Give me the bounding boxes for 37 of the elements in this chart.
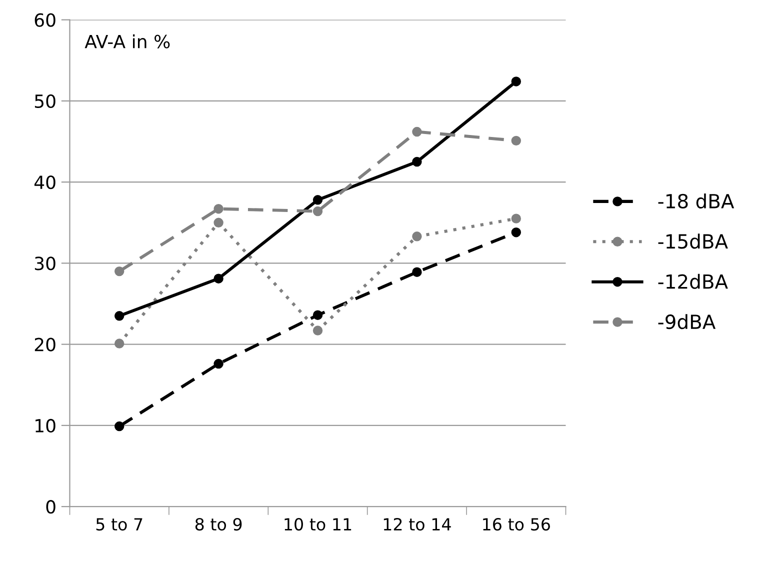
legend-label: -18 dBA [658,193,734,209]
point [114,338,124,348]
point [312,195,323,205]
point [511,228,522,238]
point [511,214,522,224]
point [114,421,124,432]
point [214,274,224,284]
x-tick-label: 16 to 56 [483,518,550,531]
x-tick-label: 12 to 14 [384,518,451,531]
legend-label: -15dBA [658,234,728,249]
y-tick-label: 0 [46,500,56,514]
legend-label: -9dBA [658,314,716,330]
point [312,206,323,216]
y-tick-label: 10 [36,418,56,433]
point [412,126,422,137]
x-tick-label: 5 to 7 [96,518,142,531]
y-tick-label: 20 [34,338,56,352]
x-tick-label: 10 to 11 [284,518,352,531]
point [214,218,224,228]
legend-label: -12dBA [658,274,728,289]
point [312,326,323,336]
y-tick-label: 40 [34,176,56,190]
point [412,156,422,167]
annotation: AV-A in % [84,34,170,48]
point [412,267,422,277]
y-tick-label: 50 [34,94,56,108]
x-tick-label: 8 to 9 [195,518,242,531]
point [412,232,422,242]
point [114,311,124,321]
y-tick-label: 60 [34,13,56,27]
point [312,310,323,320]
point [511,76,522,86]
point [214,204,224,214]
y-tick-label: 30 [34,256,56,270]
point [214,358,224,369]
point [114,266,124,276]
point [511,136,522,146]
